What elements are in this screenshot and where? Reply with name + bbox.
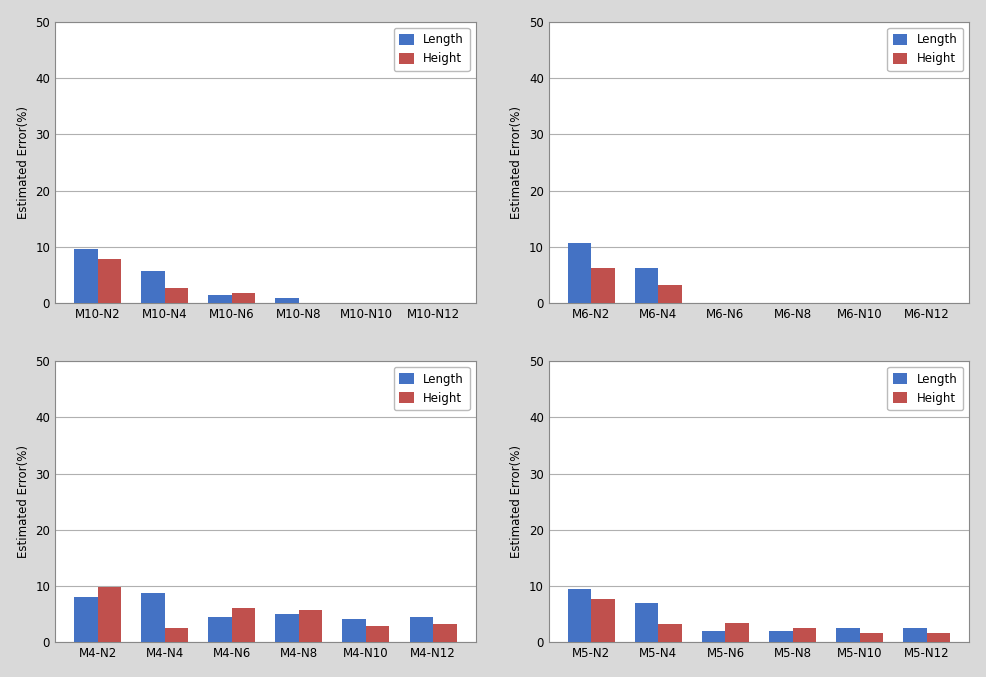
Bar — [74, 248, 98, 303]
Legend: Length, Height: Length, Height — [393, 28, 469, 71]
Bar — [659, 624, 682, 642]
Bar — [568, 243, 592, 303]
Y-axis label: Estimated Error(%): Estimated Error(%) — [17, 445, 30, 558]
Bar — [433, 624, 457, 642]
Bar — [366, 626, 389, 642]
Bar — [702, 631, 726, 642]
Y-axis label: Estimated Error(%): Estimated Error(%) — [511, 445, 524, 558]
Legend: Length, Height: Length, Height — [393, 367, 469, 410]
Bar — [409, 617, 433, 642]
Bar — [592, 268, 614, 303]
Bar — [836, 628, 860, 642]
Bar — [98, 259, 121, 303]
Bar — [165, 288, 188, 303]
Bar — [141, 271, 165, 303]
Bar — [635, 603, 659, 642]
Bar — [165, 628, 188, 642]
Bar — [726, 623, 749, 642]
Bar — [208, 617, 232, 642]
Bar — [659, 285, 682, 303]
Bar — [208, 294, 232, 303]
Legend: Length, Height: Length, Height — [887, 28, 963, 71]
Bar — [232, 607, 255, 642]
Bar — [793, 628, 816, 642]
Bar — [299, 610, 322, 642]
Bar — [568, 589, 592, 642]
Bar — [860, 633, 883, 642]
Bar — [141, 594, 165, 642]
Y-axis label: Estimated Error(%): Estimated Error(%) — [17, 106, 30, 219]
Bar — [342, 619, 366, 642]
Bar — [635, 268, 659, 303]
Y-axis label: Estimated Error(%): Estimated Error(%) — [511, 106, 524, 219]
Legend: Length, Height: Length, Height — [887, 367, 963, 410]
Bar — [769, 631, 793, 642]
Bar — [903, 628, 927, 642]
Bar — [275, 298, 299, 303]
Bar — [98, 587, 121, 642]
Bar — [927, 633, 951, 642]
Bar — [592, 598, 614, 642]
Bar — [74, 597, 98, 642]
Bar — [232, 293, 255, 303]
Bar — [275, 614, 299, 642]
